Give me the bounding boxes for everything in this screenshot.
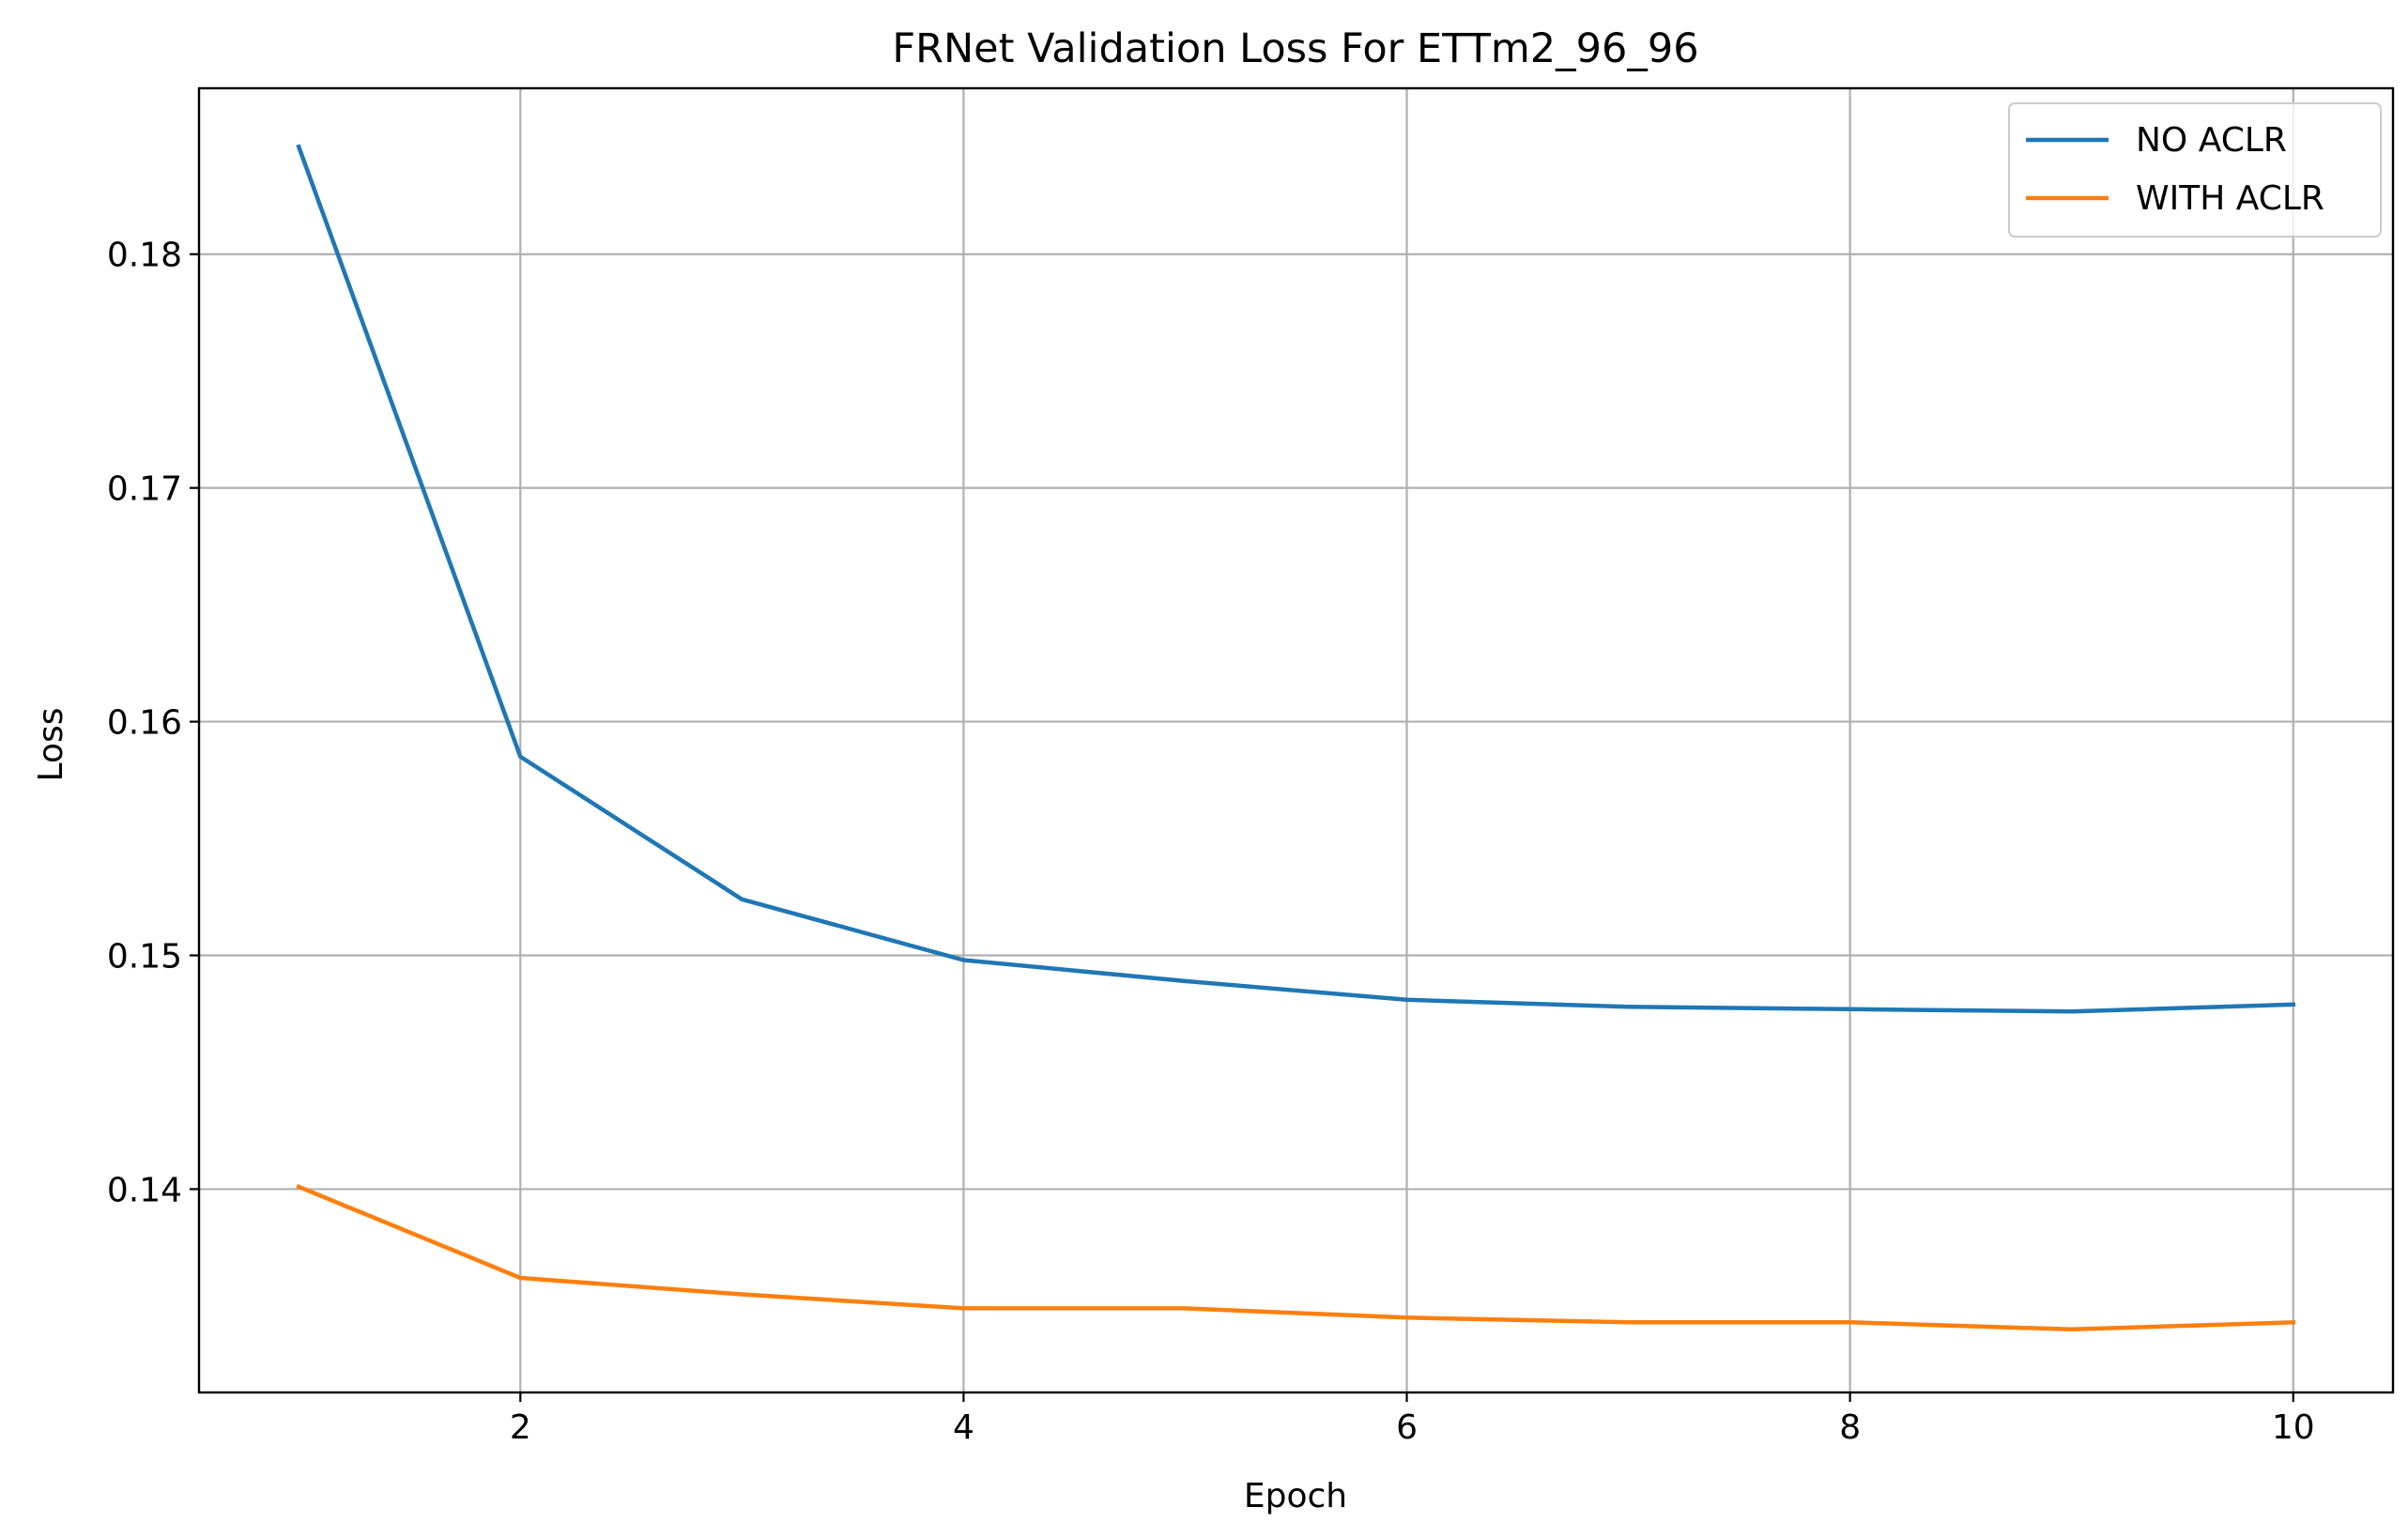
y-tick-label: 0.16 [107, 704, 182, 743]
legend-box [2008, 102, 2382, 238]
x-tick-label: 8 [1839, 1408, 1861, 1447]
y-tick-label: 0.18 [107, 237, 182, 275]
y-axis-label: Loss [32, 708, 70, 782]
y-tick-label: 0.15 [107, 938, 182, 977]
y-tick-label: 0.14 [107, 1171, 182, 1209]
y-axis-ticks: 0.14 0.15 0.16 0.17 0.18 [107, 237, 199, 1209]
legend: NO ACLR WITH ACLR [2008, 102, 2382, 238]
grid-lines [199, 88, 2393, 1392]
x-axis-label: Epoch [1244, 1477, 1347, 1515]
series-lines [296, 144, 2296, 1332]
x-axis-ticks: 2 4 6 8 10 [510, 1392, 2315, 1447]
legend-label-with-aclr: WITH ACLR [2136, 179, 2324, 218]
series-line-with-aclr [296, 1183, 2296, 1332]
chart-title: FRNet Validation Loss For ETTm2_96_96 [892, 25, 1698, 72]
series-line-no-aclr [296, 144, 2296, 1014]
y-tick-label: 0.17 [107, 470, 182, 509]
legend-label-no-aclr: NO ACLR [2136, 121, 2287, 160]
x-tick-label: 2 [510, 1408, 531, 1447]
x-tick-label: 6 [1396, 1408, 1418, 1447]
x-tick-label: 4 [953, 1408, 974, 1447]
x-tick-label: 10 [2272, 1408, 2315, 1447]
plot-area-frame [197, 86, 2395, 1394]
